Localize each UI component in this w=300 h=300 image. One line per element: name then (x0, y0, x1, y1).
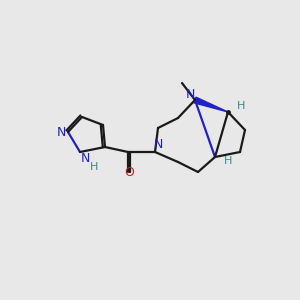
Text: N: N (56, 125, 66, 139)
Text: N: N (153, 139, 163, 152)
Text: H: H (224, 156, 232, 166)
Text: O: O (124, 167, 134, 179)
Text: H: H (237, 101, 245, 111)
Polygon shape (194, 97, 228, 112)
Text: N: N (80, 152, 90, 166)
Text: N: N (185, 88, 195, 100)
Text: H: H (90, 162, 98, 172)
